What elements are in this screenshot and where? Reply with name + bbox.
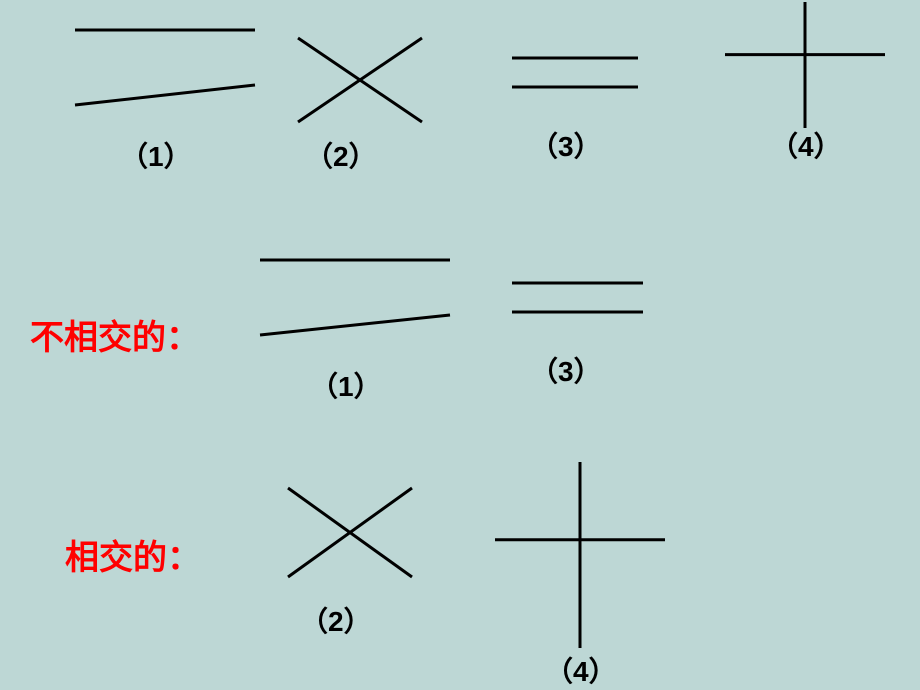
figure-x-cross (290, 30, 430, 130)
group-title-not-intersect: 不相交的： (30, 310, 200, 359)
label-g2-4: （4） (545, 650, 617, 690)
label-g1-1: （1） (310, 365, 382, 405)
group-title-intersect: 相交的： (65, 530, 201, 579)
label-top-1: （1） (120, 135, 192, 175)
label-top-2: （2） (305, 135, 377, 175)
figure-near-parallel (70, 20, 260, 110)
figure-parallel (510, 275, 645, 320)
figure-x-cross (280, 480, 420, 585)
label-top-3: （3） (530, 125, 602, 165)
label-g2-2: （2） (300, 600, 372, 640)
figure-near-parallel (255, 250, 455, 340)
label-top-4: （4） (770, 125, 842, 165)
figure-parallel (510, 50, 640, 95)
figure-plus (490, 460, 670, 650)
figure-plus (720, 0, 890, 130)
label-g1-3: （3） (530, 350, 602, 390)
